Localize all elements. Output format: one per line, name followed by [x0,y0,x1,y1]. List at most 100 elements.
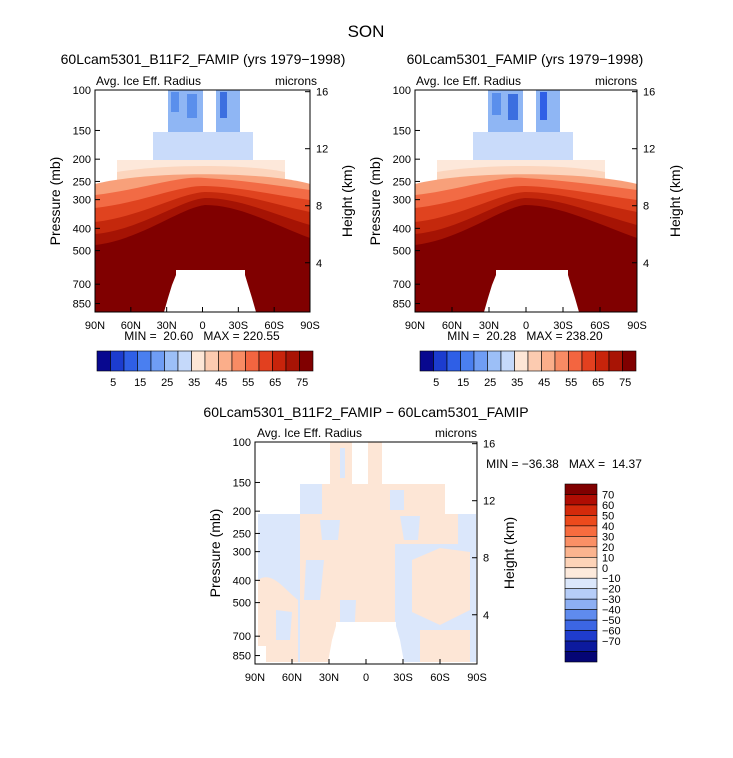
x-tick-label: 60S [264,320,284,332]
colorbar-label: −10 [602,573,621,585]
colorbar-label: 75 [619,377,631,389]
colorbar-swatch [568,350,583,372]
colorbar-label: 15 [457,377,469,389]
colorbar-swatch [564,567,598,579]
x-tick-label: 60N [121,320,141,332]
y-tick-label: 100 [73,85,91,97]
colorbar-swatch [272,350,287,372]
colorbar-swatch [564,504,598,516]
panel-subtitle-units: microns [595,74,637,88]
y-tick-label: 250 [73,176,91,188]
y-tick-label: 150 [73,125,91,137]
y-tick-label: 100 [393,85,411,97]
contour-field [415,90,637,312]
panel-title: 60Lcam5301_B11F2_FAMIP (yrs 1979−1998) [61,51,346,67]
y-tick-label: 250 [233,528,251,540]
stats-text: MIN = −36.38 MAX = 14.37 [486,457,642,471]
colorbar-label: 25 [484,377,496,389]
colorbar-label: 35 [188,377,200,389]
panel-title: 60Lcam5301_B11F2_FAMIP − 60Lcam5301_FAMI… [203,404,528,420]
y-tick-label: 850 [233,651,251,663]
colorbar-swatch [564,588,598,600]
colorbar-swatch [110,350,125,372]
x-tick-label: 30S [553,320,573,332]
y-axis-right-title: Height (km) [501,517,517,589]
colorbar-label: 65 [592,377,604,389]
colorbar: 5 15 25 35 45 55 65 75 [419,350,637,389]
y-tick-label: 700 [233,631,251,643]
colorbar-swatch [123,350,138,372]
x-tick-label: 30S [229,320,249,332]
colorbar-label: −40 [602,605,621,617]
y-axis-title: Pressure (mb) [367,157,383,246]
height-tick-label: 4 [643,258,649,270]
colorbar-swatch [514,350,529,372]
y-tick-label: 850 [73,299,91,311]
y-tick-label: 250 [393,176,411,188]
y-tick-label: 850 [393,299,411,311]
colorbar-swatch [433,350,448,372]
contour-field [258,442,476,662]
colorbar-label: 20 [602,542,614,554]
colorbar-label: −50 [602,615,621,627]
y-axis-right-title: Height (km) [667,165,683,237]
colorbar-swatch [500,350,515,372]
colorbar-label: 50 [602,510,614,522]
colorbar-swatch [96,350,111,372]
colorbar-label: 25 [161,377,173,389]
colorbar: 5 15 25 35 45 55 65 75 [96,350,314,389]
y-axis-title: Pressure (mb) [207,509,223,598]
colorbar-swatch [564,619,598,631]
colorbar-label: 5 [433,377,439,389]
colorbar-label: 45 [538,377,550,389]
y-tick-label: 700 [393,279,411,291]
colorbar-swatch [204,350,219,372]
y-tick-label: 200 [73,154,91,166]
y-tick-label: 100 [233,437,251,449]
colorbar-swatch [564,515,598,527]
y-tick-label: 400 [73,223,91,235]
colorbar-swatch [564,525,598,537]
y-tick-label: 300 [393,195,411,207]
panel-difference: 60Lcam5301_B11F2_FAMIP − 60Lcam5301_FAMI… [203,404,642,684]
x-tick-label: 30S [393,672,413,684]
y-axis-right-title: Height (km) [339,165,355,237]
x-tick-label: 30N [319,672,339,684]
panel-subtitle-units: microns [435,426,477,440]
x-tick-label: 60N [442,320,462,332]
colorbar-swatch [231,350,246,372]
colorbar-swatch [218,350,233,372]
colorbar-swatch [564,494,598,506]
stats-text: MIN = 20.60 MAX = 220.55 [124,329,280,343]
colorbar-swatch [564,630,598,642]
y-tick-label: 400 [233,575,251,587]
contour-field [95,90,310,312]
colorbar-swatch [541,350,556,372]
y-tick-label: 500 [73,246,91,258]
colorbar-swatch [164,350,179,372]
colorbar-swatch [554,350,569,372]
colorbar-swatch [460,350,475,372]
height-tick-label: 16 [316,87,328,99]
height-tick-label: 4 [316,258,322,270]
colorbar-label: 15 [134,377,146,389]
colorbar-label: 45 [215,377,227,389]
panel-experiment: 60Lcam5301_B11F2_FAMIP (yrs 1979−1998) A… [47,51,355,389]
y-tick-label: 200 [393,154,411,166]
colorbar-swatch [564,536,598,548]
y-tick-label: 300 [73,195,91,207]
panel-subtitle-variable: Avg. Ice Eff. Radius [96,74,201,88]
height-tick-label: 8 [643,201,649,213]
x-tick-label: 90S [627,320,647,332]
x-tick-label: 30N [479,320,499,332]
colorbar-swatch [564,609,598,621]
colorbar-swatch [622,350,637,372]
x-tick-label: 90S [467,672,487,684]
y-tick-label: 200 [233,506,251,518]
colorbar-swatch [527,350,542,372]
colorbar-label: −20 [602,584,621,596]
colorbar-swatch [564,546,598,558]
colorbar-label: −60 [602,626,621,638]
